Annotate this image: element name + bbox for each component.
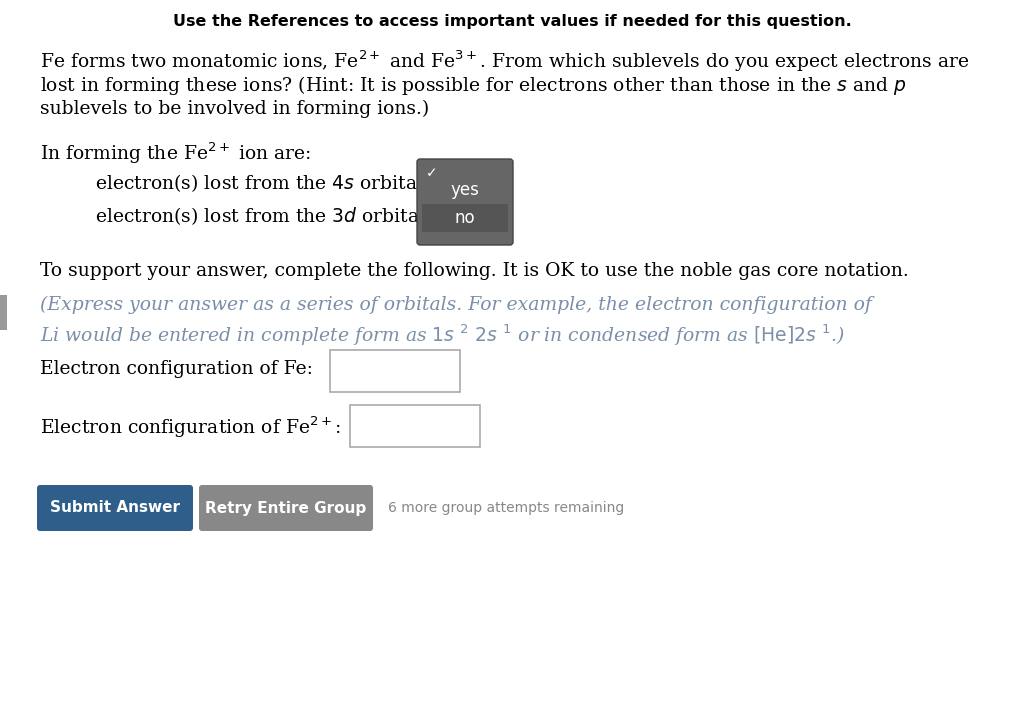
Text: In forming the Fe$^{2+}$ ion are:: In forming the Fe$^{2+}$ ion are:: [40, 140, 311, 166]
Text: no: no: [455, 209, 475, 227]
FancyBboxPatch shape: [199, 485, 373, 531]
FancyBboxPatch shape: [37, 485, 193, 531]
Text: sublevels to be involved in forming ions.): sublevels to be involved in forming ions…: [40, 100, 429, 118]
Text: Li would be entered in complete form as $1s\ ^{2}\ 2s\ ^{1}$ or in condensed for: Li would be entered in complete form as …: [40, 322, 845, 348]
FancyBboxPatch shape: [0, 295, 7, 330]
Text: To support your answer, complete the following. It is OK to use the noble gas co: To support your answer, complete the fol…: [40, 262, 908, 280]
Text: (Express your answer as a series of orbitals. For example, the electron configur: (Express your answer as a series of orbi…: [40, 296, 871, 314]
Text: Submit Answer: Submit Answer: [50, 501, 180, 515]
Text: yes: yes: [451, 181, 479, 199]
Text: Retry Entire Group: Retry Entire Group: [206, 501, 367, 515]
Text: 6 more group attempts remaining: 6 more group attempts remaining: [388, 501, 625, 515]
Text: Use the References to access important values if needed for this question.: Use the References to access important v…: [173, 14, 851, 29]
FancyBboxPatch shape: [350, 405, 480, 447]
Text: Electron configuration of Fe:: Electron configuration of Fe:: [40, 360, 313, 378]
Text: Fe forms two monatomic ions, Fe$^{2+}$ and Fe$^{3+}$. From which sublevels do yo: Fe forms two monatomic ions, Fe$^{2+}$ a…: [40, 48, 970, 73]
FancyBboxPatch shape: [422, 204, 508, 232]
Text: electron(s) lost from the $3\mathit{d}$ orbital: electron(s) lost from the $3\mathit{d}$ …: [95, 205, 426, 227]
FancyBboxPatch shape: [330, 350, 460, 392]
Text: electron(s) lost from the $4\mathit{s}$ orbital: electron(s) lost from the $4\mathit{s}$ …: [95, 172, 424, 194]
Text: Electron configuration of Fe$^{2+}$:: Electron configuration of Fe$^{2+}$:: [40, 415, 341, 441]
Text: lost in forming these ions? (Hint: It is possible for electrons other than those: lost in forming these ions? (Hint: It is…: [40, 74, 906, 97]
FancyBboxPatch shape: [417, 159, 513, 245]
Text: ✓: ✓: [426, 166, 437, 180]
